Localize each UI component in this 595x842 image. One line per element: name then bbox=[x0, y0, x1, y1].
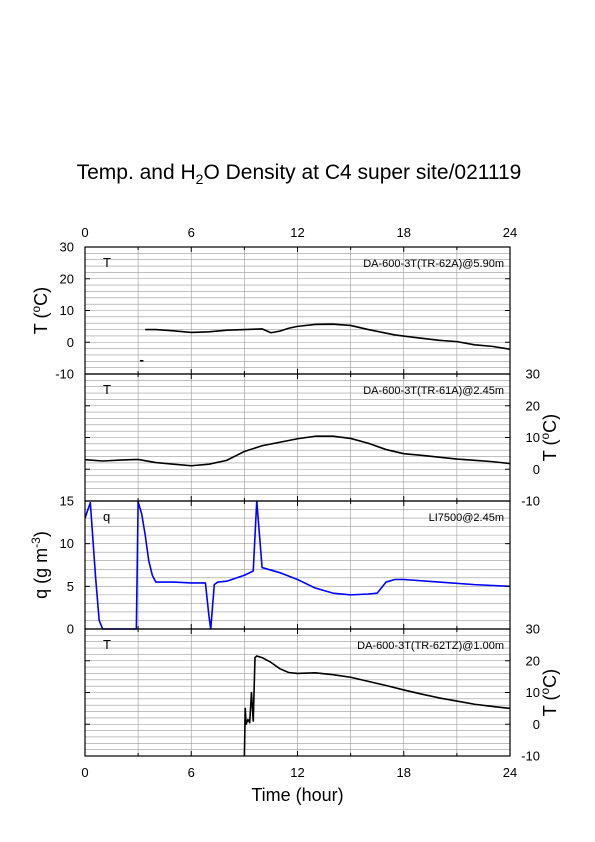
y-tick-label: 15 bbox=[60, 494, 74, 509]
y-tick-label: -10 bbox=[55, 367, 74, 382]
panel-2: 30 20 10 0 -10 T (oC) T DA-600-3T(TR-61A)@2.45m bbox=[84, 367, 560, 509]
series-line-2 bbox=[145, 323, 511, 351]
x-axis-title: Time (hour) bbox=[251, 785, 343, 805]
x-tick-label-top: 18 bbox=[397, 225, 411, 240]
panel-label: T bbox=[103, 255, 111, 270]
x-tick-label-top: 6 bbox=[188, 225, 195, 240]
y-tick-label: 10 bbox=[526, 430, 540, 445]
y-axis-title: T (oC) bbox=[538, 414, 560, 461]
y-tick-label: 0 bbox=[533, 717, 540, 732]
y-tick-label: -10 bbox=[521, 749, 540, 764]
x-tick-label-top: 12 bbox=[290, 225, 304, 240]
y-tick-label: -10 bbox=[521, 494, 540, 509]
y-tick-label: 0 bbox=[67, 622, 74, 637]
y-tick-label: 20 bbox=[526, 653, 540, 668]
x-gridlines bbox=[137, 374, 458, 501]
panel-annotation: DA-600-3T(TR-61A)@2.45m bbox=[363, 385, 504, 397]
panel-4: 30 20 10 0 -10 T (oC) T DA-600-3T(TR-62TZ)@1.00… bbox=[81, 622, 560, 806]
y-tick-label: 0 bbox=[67, 335, 74, 350]
panel-label: T bbox=[103, 637, 111, 652]
y-tick-label: 30 bbox=[526, 622, 540, 637]
x-tick-label: 6 bbox=[188, 765, 195, 780]
x-gridlines bbox=[137, 501, 458, 629]
series-line-1 bbox=[84, 435, 511, 467]
series-line-1 bbox=[243, 655, 511, 757]
y-tick-label: 30 bbox=[60, 240, 74, 255]
y-tick-label: 10 bbox=[60, 536, 74, 551]
x-gridlines bbox=[137, 629, 458, 756]
x-tick-label: 12 bbox=[290, 765, 304, 780]
y-tick-label: 10 bbox=[60, 303, 74, 318]
y-tick-label: 5 bbox=[67, 579, 74, 594]
panel-annotation: LI7500@2.45m bbox=[429, 512, 504, 524]
y-tick-label: 10 bbox=[526, 685, 540, 700]
chart-title: Temp. and H2O Density at C4 super site/0… bbox=[77, 161, 522, 187]
y-tick-label: 0 bbox=[533, 462, 540, 477]
panel-label: T bbox=[103, 382, 111, 397]
x-tick-label: 0 bbox=[81, 765, 88, 780]
panel-3: 15 10 5 0 q (g m-3) q LI7500@2.45m bbox=[29, 494, 511, 637]
y-axis-title: q (g m-3) bbox=[29, 531, 51, 599]
y-axis-title: T (oC) bbox=[538, 669, 560, 716]
x-tick-label-top: 0 bbox=[81, 225, 88, 240]
panel-label: q bbox=[103, 509, 110, 524]
y-tick-label: 30 bbox=[526, 367, 540, 382]
x-tick-label: 18 bbox=[397, 765, 411, 780]
panel-annotation: DA-600-3T(TR-62A)@5.90m bbox=[363, 258, 504, 270]
y-tick-label: 20 bbox=[60, 271, 74, 286]
panel-1: 30 20 10 0 -10 T (oC) T DA-600-3T(TR-62A)@5.90m… bbox=[29, 225, 517, 382]
x-tick-label: 24 bbox=[503, 765, 517, 780]
y-tick-label: 20 bbox=[526, 398, 540, 413]
x-gridlines bbox=[137, 247, 458, 374]
panel-annotation: DA-600-3T(TR-62TZ)@1.00m bbox=[357, 640, 504, 652]
y-axis-title: T (oC) bbox=[29, 287, 51, 334]
x-tick-label-top: 24 bbox=[503, 225, 517, 240]
